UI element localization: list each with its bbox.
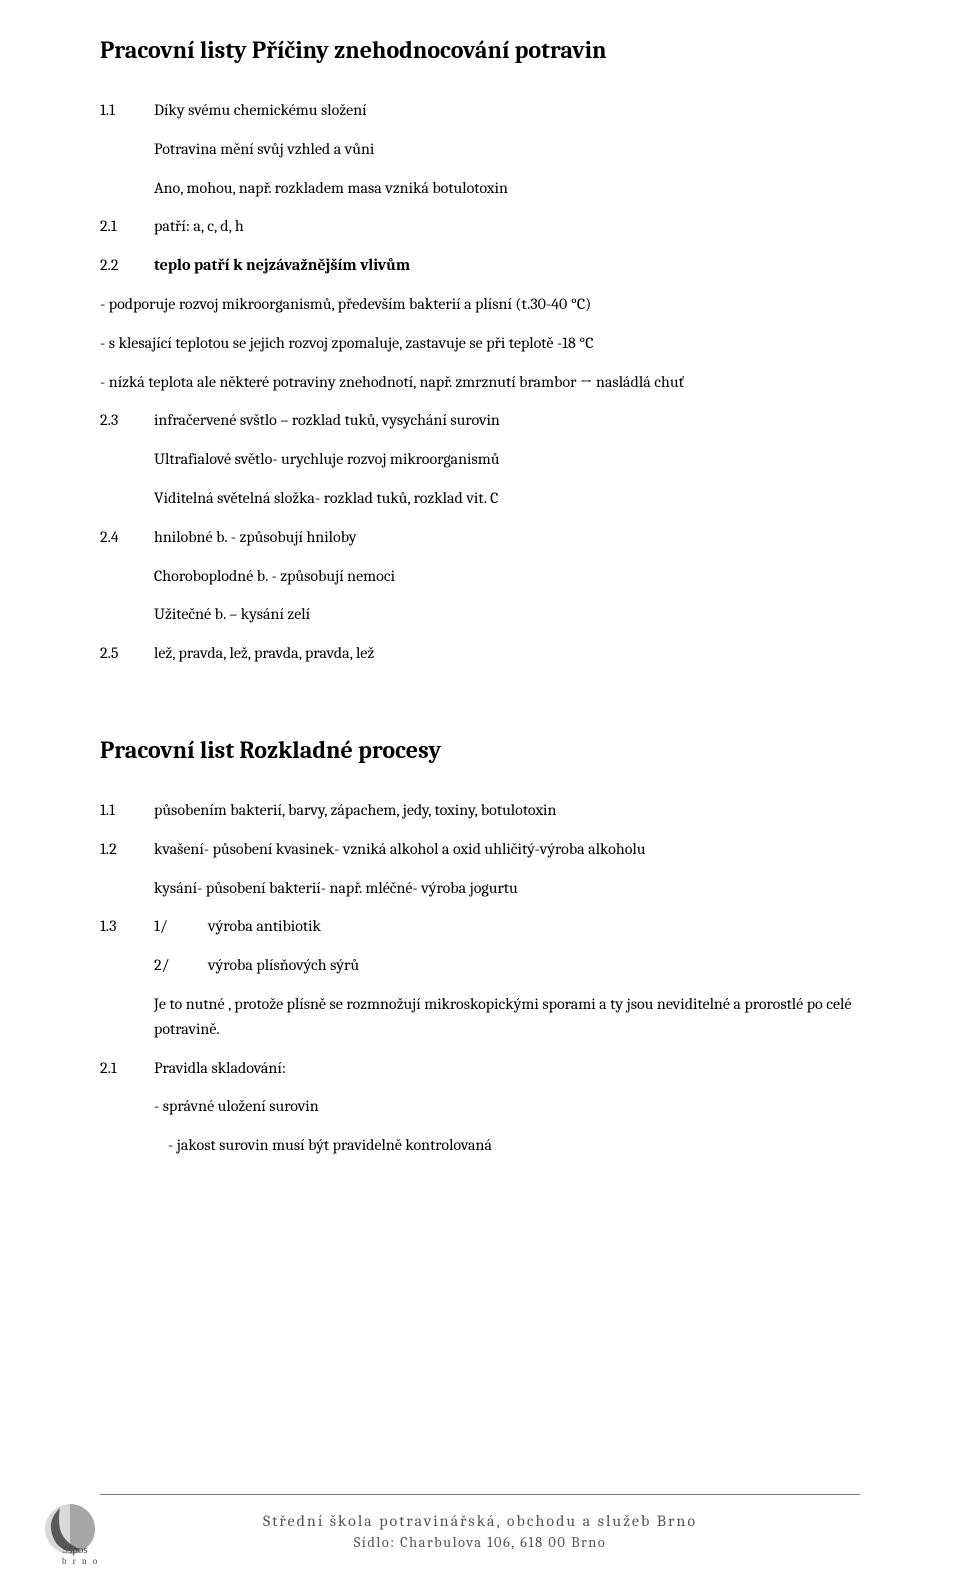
dash-line: - s klesající teplotou se jejich rozvoj … [100, 331, 860, 356]
item-body: působením bakterií, barvy, zápachem, jed… [154, 798, 860, 823]
body-line: Choroboplodné b. - způsobují nemoci [154, 564, 860, 589]
item-number: 2.3 [100, 408, 154, 433]
sub-value: výroba plísňových sýrů [208, 953, 359, 978]
list-item: 2.4 hnilobné b. - způsobují hniloby Chor… [100, 525, 860, 627]
sub-key: 1/ [154, 914, 208, 939]
item-number: 2.2 [100, 253, 154, 278]
logo-text-top: Sšpos [62, 1544, 88, 1556]
list-item: 1.1 působením bakterií, barvy, zápachem,… [100, 798, 860, 823]
body-line: Užitečné b. – kysání zelí [154, 602, 860, 627]
item-body: lež, pravda, lež, pravda, pravda, lež [154, 641, 860, 666]
body-line: teplo patří k nejzávažnějším vlivům [154, 253, 860, 278]
body-line: infračervené svštlo – rozklad tuků, vysy… [154, 408, 860, 433]
body-line: patří: a, c, d, h [154, 214, 860, 239]
item-body: Pravidla skladování: - správné uložení s… [154, 1056, 860, 1158]
item-body: infračervené svštlo – rozklad tuků, vysy… [154, 408, 860, 510]
body-line: Pravidla skladování: [154, 1056, 860, 1081]
section2-title: Pracovní list Rozkladné procesy [100, 736, 860, 764]
item-body: kvašení- působení kvasinek- vzniká alkoh… [154, 837, 860, 901]
document-page: Pracovní listy Příčiny znehodnocování po… [0, 0, 960, 1573]
list-item: 2.3 infračervené svštlo – rozklad tuků, … [100, 408, 860, 510]
list-item: 2.1 Pravidla skladování: - správné ulože… [100, 1056, 860, 1158]
sub-item: 2/ výroba plísňových sýrů [154, 953, 860, 978]
list-item: 2.1 patří: a, c, d, h [100, 214, 860, 239]
section1-title: Pracovní listy Příčiny znehodnocování po… [100, 36, 860, 64]
body-line: Viditelná světelná složka- rozklad tuků,… [154, 486, 860, 511]
sub-key: 2/ [154, 953, 208, 978]
item-number: 1.1 [100, 98, 154, 123]
logo-text-bottom: b r n o [62, 1556, 99, 1566]
body-line: Ultrafialové světlo- urychluje rozvoj mi… [154, 447, 860, 472]
body-line: Díky svému chemickému složení [154, 98, 860, 123]
item-number: 1.2 [100, 837, 154, 862]
school-logo-icon: Sšpos b r n o [42, 1503, 106, 1567]
item-number: 1.1 [100, 798, 154, 823]
body-line: - správné uložení surovin [154, 1094, 860, 1119]
body-line: kysání- působení bakterií- např. mléčné-… [154, 876, 860, 901]
body-line: kvašení- působení kvasinek- vzniká alkoh… [154, 837, 860, 862]
list-item: 1.3 1/ výroba antibiotik 2/ výroba plísň… [100, 914, 860, 1041]
footer-line-1: Střední škola potravinářská, obchodu a s… [0, 1510, 960, 1532]
item-body: 1/ výroba antibiotik 2/ výroba plísňovýc… [154, 914, 860, 1041]
footer-line-2: Sídlo: Charbulova 106, 618 00 Brno [0, 1533, 960, 1553]
item-number: 2.4 [100, 525, 154, 550]
sub-item: 1/ výroba antibiotik [154, 914, 860, 939]
list-item: 1.1 Díky svému chemickému složení Potrav… [100, 98, 860, 200]
body-line: - jakost surovin musí být pravidelně kon… [154, 1133, 860, 1158]
list-item: 2.5 lež, pravda, lež, pravda, pravda, le… [100, 641, 860, 666]
page-footer: Střední škola potravinářská, obchodu a s… [0, 1510, 960, 1553]
body-line: působením bakterií, barvy, zápachem, jed… [154, 798, 860, 823]
list-item: 2.2 teplo patří k nejzávažnějším vlivům [100, 253, 860, 278]
body-line: Je to nutné , protože plísně se rozmnožu… [154, 992, 860, 1042]
item-body: teplo patří k nejzávažnějším vlivům [154, 253, 860, 278]
item-number: 2.5 [100, 641, 154, 666]
body-line: Potravina mění svůj vzhled a vůni [154, 137, 860, 162]
body-line: hnilobné b. - způsobují hniloby [154, 525, 860, 550]
item-body: patří: a, c, d, h [154, 214, 860, 239]
sub-value: výroba antibiotik [208, 914, 321, 939]
body-line: lež, pravda, lež, pravda, pravda, lež [154, 641, 860, 666]
footer-separator [100, 1494, 860, 1495]
list-item: 1.2 kvašení- působení kvasinek- vzniká a… [100, 837, 860, 901]
item-number: 1.3 [100, 914, 154, 939]
item-body: Díky svému chemickému složení Potravina … [154, 98, 860, 200]
body-line: Ano, mohou, např. rozkladem masa vzniká … [154, 176, 860, 201]
dash-line: - nízká teplota ale některé potraviny zn… [100, 370, 860, 395]
item-body: hnilobné b. - způsobují hniloby Chorobop… [154, 525, 860, 627]
item-number: 2.1 [100, 214, 154, 239]
item-number: 2.1 [100, 1056, 154, 1081]
dash-line: - podporuje rozvoj mikroorganismů, přede… [100, 292, 860, 317]
